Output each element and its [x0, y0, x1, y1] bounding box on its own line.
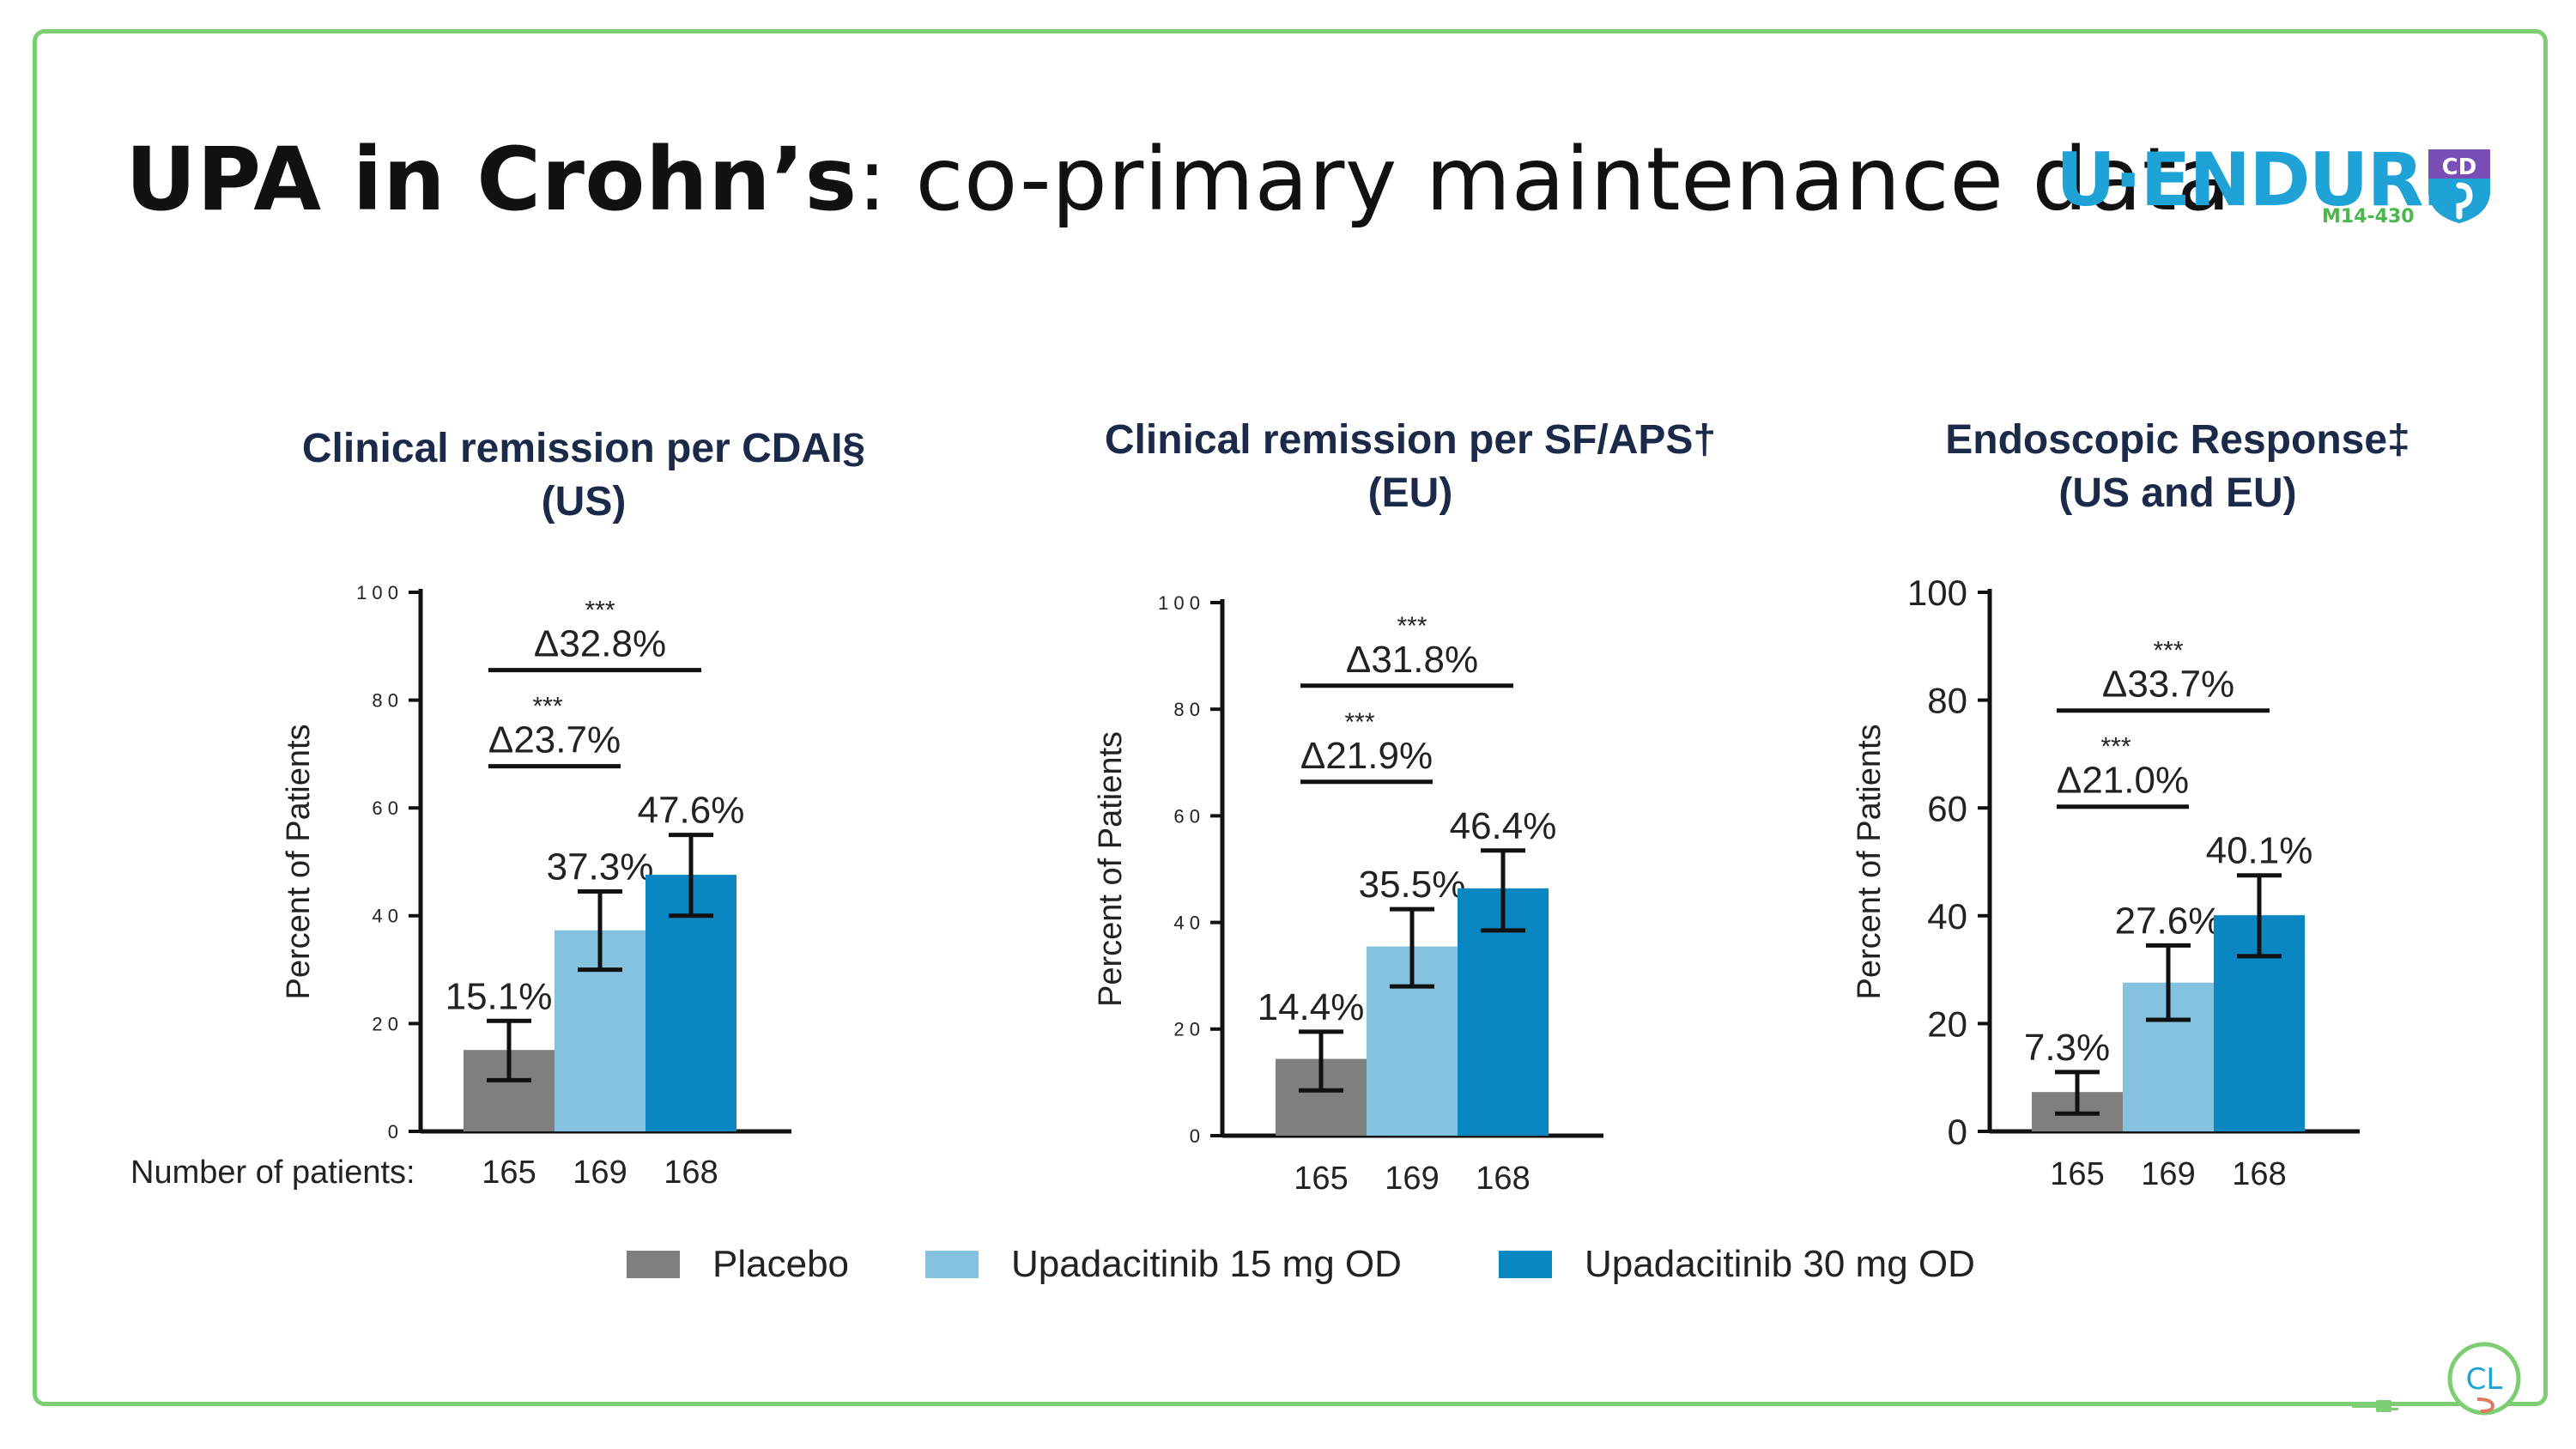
chart-2-comparison-stars-1: *** — [2153, 637, 2183, 665]
chart-0-tick-label-2: 4 0 — [372, 906, 398, 927]
chart-2-tick-label-0: 0 — [1948, 1112, 1967, 1152]
chart-2-tick-label-5: 100 — [1907, 573, 1967, 613]
badge-text: CD — [2442, 155, 2477, 180]
chart-1-title: Clinical remission per SF/APS† — [1105, 417, 1716, 463]
chart-0-tick-label-1: 2 0 — [372, 1013, 398, 1034]
chart-2-count-1: 169 — [2141, 1156, 2195, 1192]
chart-0-tick-label-5: 1 0 0 — [356, 582, 398, 603]
chart-0-comparison-label-0: Δ23.7% — [488, 719, 621, 761]
chart-0-value-label-1: 37.3% — [547, 846, 654, 888]
legend-swatch-upa30 — [1499, 1251, 1552, 1278]
chart-0-ylabel: Percent of Patients — [281, 724, 317, 999]
corner-logo-text: CL — [2466, 1362, 2503, 1397]
chart-1-ylabel: Percent of Patients — [1093, 731, 1129, 1007]
chart-2-tick-label-4: 80 — [1927, 681, 1967, 721]
chart-1-tick-label-0: 0 — [1190, 1125, 1200, 1147]
legend-label-upa30: Upadacitinib 30 mg OD — [1585, 1243, 1975, 1285]
slide-title-rest: : co-primary maintenance data — [857, 129, 2232, 231]
u-endure-logo: U·ENDURE M14-430 CD — [2056, 137, 2502, 232]
chart-0-tick-label-0: 0 — [388, 1121, 398, 1143]
legend-label-placebo: Placebo — [712, 1243, 850, 1285]
chart-1-comparison-label-0: Δ21.9% — [1300, 735, 1433, 777]
chart-0-comparison-label-1: Δ32.8% — [534, 623, 666, 665]
legend-swatch-upa15 — [925, 1251, 979, 1278]
chart-2-ylabel: Percent of Patients — [1852, 724, 1888, 999]
chart-0-count-2: 168 — [664, 1155, 718, 1191]
chart-0-value-label-2: 47.6% — [638, 790, 745, 832]
chart-1-count-2: 168 — [1476, 1161, 1530, 1197]
chart-0-subtitle: (US) — [542, 479, 627, 524]
chart-2-value-label-2: 40.1% — [2206, 830, 2313, 872]
chart-0-value-label-0: 15.1% — [445, 975, 553, 1017]
cd-badge-icon: CD — [2428, 149, 2490, 223]
legend-item-placebo: Placebo — [627, 1243, 849, 1286]
chart-0-comparison-stars-0: *** — [532, 693, 562, 721]
legend-label-upa15: Upadacitinib 15 mg OD — [1011, 1243, 1402, 1285]
cl-corner-logo-icon: CL — [2447, 1342, 2521, 1416]
chart-0-title: Clinical remission per CDAI§ — [302, 426, 865, 471]
chart-1-tick-label-5: 1 0 0 — [1158, 592, 1200, 614]
chart-1-subtitle: (EU) — [1368, 470, 1453, 516]
chart-1-tick-label-1: 2 0 — [1173, 1019, 1200, 1040]
chart-2-count-2: 168 — [2232, 1156, 2286, 1192]
slide-frame — [33, 29, 2548, 1406]
chart-1-comparison-stars-0: *** — [1344, 708, 1374, 737]
chart-2-tick-label-3: 60 — [1927, 788, 1967, 828]
chart-1-tick-label-4: 8 0 — [1173, 699, 1200, 720]
chart-2-comparison-label-0: Δ21.0% — [2057, 760, 2189, 802]
chart-2-comparison-stars-0: *** — [2100, 733, 2131, 761]
legend-item-upa30: Upadacitinib 30 mg OD — [1499, 1243, 1975, 1286]
chart-2-value-label-1: 27.6% — [2115, 900, 2222, 942]
chart-1-count-1: 169 — [1385, 1161, 1439, 1197]
slide-title-bold: UPA in Crohn’s — [125, 129, 858, 231]
chart-2-subtitle: (US and EU) — [2058, 470, 2296, 516]
chart-2-tick-label-1: 20 — [1927, 1004, 1967, 1045]
chart-1-value-label-0: 14.4% — [1258, 986, 1365, 1028]
number-of-patients-label: Number of patients: — [130, 1155, 415, 1191]
plug-icon — [2352, 1400, 2398, 1412]
chart-0-tick-label-3: 6 0 — [372, 797, 398, 819]
legend: Placebo Upadacitinib 15 mg OD Upadacitin… — [0, 1243, 2576, 1294]
chart-2-comparison-label-1: Δ33.7% — [2102, 664, 2234, 706]
chart-2-value-label-0: 7.3% — [2024, 1027, 2110, 1069]
legend-item-upa15: Upadacitinib 15 mg OD — [925, 1243, 1402, 1286]
chart-1-value-label-2: 46.4% — [1450, 805, 1557, 847]
chart-0-tick-label-4: 8 0 — [372, 690, 398, 712]
chart-2-count-0: 165 — [2050, 1156, 2104, 1192]
chart-2-tick-label-2: 40 — [1927, 896, 1967, 937]
legend-swatch-placebo — [627, 1251, 680, 1278]
chart-1-count-0: 165 — [1294, 1161, 1348, 1197]
chart-2-title: Endoscopic Response‡ — [1945, 417, 2409, 463]
slide-title: UPA in Crohn’s: co-primary maintenance d… — [125, 129, 2231, 231]
chart-1-comparison-stars-1: *** — [1397, 612, 1427, 640]
chart-1-tick-label-3: 6 0 — [1173, 805, 1200, 827]
logo-text: U·ENDURE — [2056, 137, 2472, 223]
chart-0-count-1: 169 — [573, 1155, 627, 1191]
logo-subtitle: M14-430 — [2322, 206, 2415, 227]
chart-1-tick-label-2: 4 0 — [1173, 912, 1200, 934]
chart-1-comparison-label-1: Δ31.8% — [1346, 639, 1478, 681]
chart-0-count-0: 165 — [482, 1155, 536, 1191]
chart-0-comparison-stars-1: *** — [585, 597, 615, 625]
chart-1-value-label-1: 35.5% — [1359, 864, 1466, 906]
